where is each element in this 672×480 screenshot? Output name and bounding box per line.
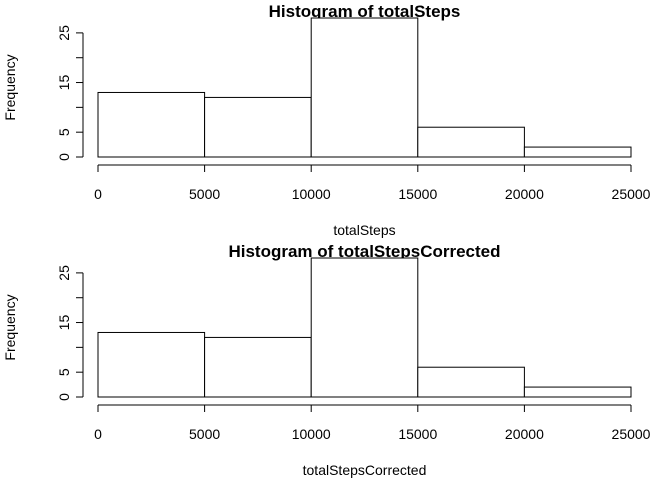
x-tick-label: 0: [94, 426, 102, 442]
x-tick-label: 25000: [612, 426, 651, 442]
x-axis: 0 5000 10000 15000 20000 25000: [94, 404, 651, 442]
y-tick-label: 25: [56, 25, 72, 41]
x-axis-label: totalSteps: [333, 222, 395, 238]
histogram-bar: [417, 366, 525, 398]
histogram-bar: [204, 96, 312, 158]
histogram-bar: [310, 17, 419, 158]
x-tick-label: 15000: [398, 426, 437, 442]
x-tick-label: 5000: [189, 186, 220, 202]
histogram-panel-2: Histogram of totalStepsCorrected totalSt…: [2, 242, 651, 478]
histogram-bar: [523, 146, 632, 158]
x-axis: 0 5000 10000 15000 20000 25000: [94, 164, 651, 202]
bars: [97, 257, 632, 398]
y-tick-label: 5: [56, 128, 72, 136]
x-tick-label: 0: [94, 186, 102, 202]
y-tick-label: 15: [56, 75, 72, 91]
histogram-bar: [204, 336, 312, 398]
y-axis: 0 5 15 25: [56, 25, 84, 161]
x-tick-label: 10000: [292, 426, 331, 442]
x-tick-label: 20000: [505, 426, 544, 442]
x-tick-label: 15000: [398, 186, 437, 202]
y-axis: 0 5 15 25: [56, 265, 84, 401]
chart-title: Histogram of totalSteps: [269, 2, 461, 21]
histogram-bar: [417, 126, 525, 158]
y-axis-label: Frequency: [2, 54, 18, 120]
y-axis-label: Frequency: [2, 294, 18, 360]
y-tick-label: 0: [56, 393, 72, 401]
histogram-bar: [97, 91, 206, 158]
y-tick-label: 5: [56, 368, 72, 376]
x-tick-label: 10000: [292, 186, 331, 202]
x-axis-label: totalStepsCorrected: [303, 462, 427, 478]
histogram-panel-1: Histogram of totalSteps totalSteps Frequ…: [2, 2, 651, 238]
y-tick-label: 25: [56, 265, 72, 281]
x-tick-label: 5000: [189, 426, 220, 442]
histogram-bar: [97, 331, 206, 398]
bars: [97, 17, 632, 158]
y-tick-label: 0: [56, 153, 72, 161]
histogram-bar: [523, 386, 632, 398]
x-tick-label: 20000: [505, 186, 544, 202]
y-tick-label: 15: [56, 315, 72, 331]
x-tick-label: 25000: [612, 186, 651, 202]
histogram-bar: [310, 257, 419, 398]
chart-title: Histogram of totalStepsCorrected: [228, 242, 500, 261]
